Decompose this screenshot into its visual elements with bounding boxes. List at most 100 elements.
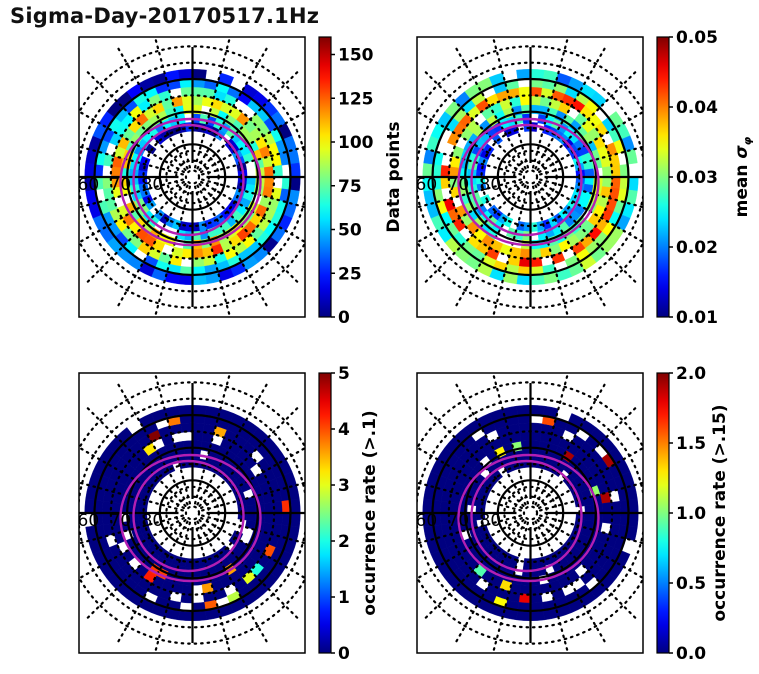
data-cells (422, 404, 639, 622)
mlt-grid-line (79, 110, 185, 174)
mlt-grid-line (423, 518, 525, 621)
mlt-grid-line (491, 185, 530, 317)
data-cell (192, 68, 207, 80)
data-cell (516, 274, 531, 286)
colorbar-tick-label: 75 (338, 177, 362, 197)
latitude-label: 80 (480, 511, 502, 531)
data-cell (263, 512, 274, 524)
colorbar-label: mean σφ (732, 136, 754, 217)
data-cell (516, 610, 531, 622)
colorbar-top-right: 0.01 0.02 0.03 0.04 0.05 mean σφ (656, 28, 754, 328)
colorbar-tick-label: 0.0 (676, 644, 706, 664)
latitude-label: 70 (110, 511, 132, 531)
plot-area: 60 70 80 (79, 373, 305, 653)
axes-frame (416, 36, 644, 318)
mlt-grid-line (454, 184, 527, 309)
mlt-grid-line (79, 446, 185, 510)
mlt-grid-line (491, 37, 530, 169)
data-cell (192, 431, 204, 442)
mlt-grid-line (536, 405, 638, 508)
mlt-grid-line (417, 110, 523, 174)
data-cell (601, 176, 612, 188)
mlt-grid-line (417, 446, 523, 510)
data-cell (290, 162, 301, 178)
data-cell (290, 512, 301, 528)
data-cell (290, 498, 301, 514)
latitude-label: 80 (142, 511, 164, 531)
mlt-grid-line (200, 180, 305, 244)
mlt-grid-line (417, 180, 523, 244)
mlt-grid-line (196, 381, 269, 506)
oval-boundary-equatorward (132, 123, 245, 237)
data-cell (519, 584, 531, 595)
latitude-label: 70 (448, 511, 470, 531)
colorbar-label-subscript: φ (741, 136, 754, 145)
data-cell (246, 512, 257, 522)
polar-panel-top-left: 60 70 80 0 25 50 75 100 125 150 Data points (78, 36, 404, 328)
colorbar-top-left: 0 25 50 75 100 125 150 Data points (318, 36, 404, 328)
latitude-label: 70 (448, 175, 470, 195)
mlt-grid-line (116, 184, 189, 309)
data-cell (263, 166, 274, 178)
data-cell (290, 176, 301, 192)
data-cell (192, 95, 204, 106)
dotted-latitude-circle (184, 505, 201, 521)
mlt-grid-line (116, 520, 189, 645)
mlt-grid-line (85, 518, 187, 621)
colorbar-tick-label: 0.01 (676, 308, 718, 328)
data-cell (178, 404, 193, 416)
colorbar-bar (656, 36, 670, 318)
figure-title: Sigma-Day-20170517.1Hz (10, 4, 320, 28)
polar-panel-bottom-left: 60 70 80 0 1 2 3 4 5 occurrence rate (>.1) (78, 364, 380, 664)
colorbar-tick-label: 0.05 (676, 28, 718, 48)
mlt-grid-line (193, 521, 232, 653)
colorbar-tick-label: 0 (338, 644, 350, 664)
axes-frame (78, 372, 306, 654)
mlt-grid-line (531, 373, 570, 505)
colorbar-tick-label: 2 (338, 532, 350, 552)
mlt-grid-line (79, 516, 185, 580)
mlt-grid-line (423, 182, 525, 285)
data-cell (530, 274, 545, 286)
data-cell (178, 274, 193, 286)
mlt-grid-line (153, 521, 192, 653)
oval-boundary-equatorward (470, 459, 583, 573)
data-cell (530, 431, 542, 442)
mlt-grid-line (200, 110, 305, 174)
data-cell (516, 404, 531, 416)
data-cell (519, 248, 531, 259)
oval-boundary-equatorward (132, 459, 245, 573)
data-cell (181, 584, 193, 595)
mlt-grid-line (198, 518, 300, 621)
mlt-grid-line (116, 45, 189, 170)
mlt-grid-line (85, 182, 187, 285)
colorbar-tick-label: 2.0 (676, 364, 706, 384)
mlt-grid-line (531, 37, 570, 169)
colorbar-tick-label: 3 (338, 476, 350, 496)
mlt-grid-line (116, 381, 189, 506)
colorbar-bar (318, 372, 332, 654)
mlt-grid-line (491, 521, 530, 653)
data-cell (263, 176, 274, 188)
data-cell (584, 168, 595, 178)
colorbar-label: Data points (384, 121, 404, 232)
colorbar-tick-label: 1 (338, 588, 350, 608)
data-cell (601, 512, 612, 524)
mlt-grid-line (534, 381, 607, 506)
mlt-grid-line (198, 182, 300, 285)
data-cell (246, 176, 257, 186)
colorbar-tick-label: 100 (338, 133, 374, 153)
mlt-grid-line (454, 381, 527, 506)
plot-area: 60 70 80 (417, 373, 643, 653)
colorbar-tick-label: 50 (338, 221, 362, 241)
mlt-grid-line (536, 182, 638, 285)
data-cell (178, 610, 193, 622)
axes-frame (416, 372, 644, 654)
data-cell (628, 498, 639, 514)
mlt-grid-line (198, 405, 300, 508)
latitude-label: 60 (416, 175, 438, 195)
data-cell (530, 68, 545, 80)
